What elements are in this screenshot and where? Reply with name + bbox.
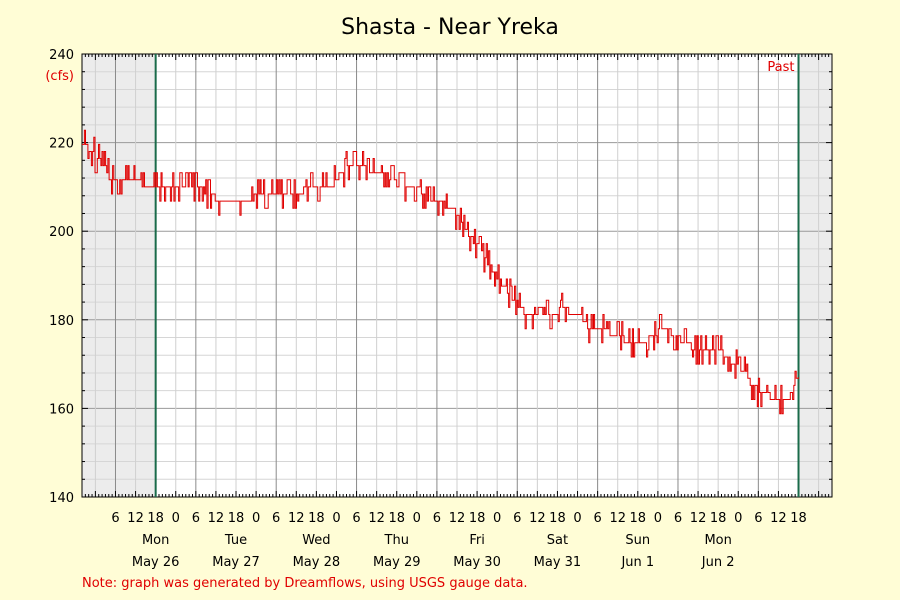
x-day-date: May 30: [453, 555, 501, 570]
x-tick-label: 18: [549, 511, 566, 526]
y-axis-label: (cfs): [45, 69, 74, 84]
x-tick-label: 6: [674, 511, 682, 526]
x-tick-label: 0: [654, 511, 662, 526]
x-day-weekday: Thu: [384, 533, 409, 548]
x-tick-label: 12: [288, 511, 305, 526]
y-tick-label: 180: [49, 314, 74, 329]
x-tick-label: 18: [630, 511, 647, 526]
x-day-date: May 28: [293, 555, 341, 570]
x-tick-label: 12: [449, 511, 466, 526]
x-tick-label: 18: [469, 511, 486, 526]
x-tick-label: 0: [573, 511, 581, 526]
x-day-date: May 27: [212, 555, 260, 570]
x-tick-label: 6: [433, 511, 441, 526]
shade-right: [798, 54, 832, 497]
x-tick-label: 18: [228, 511, 245, 526]
x-tick-label: 0: [332, 511, 340, 526]
x-tick-label: 6: [272, 511, 280, 526]
x-tick-label: 6: [593, 511, 601, 526]
x-tick-label: 12: [690, 511, 707, 526]
x-tick-label: 6: [111, 511, 119, 526]
x-day-weekday: Mon: [704, 533, 731, 548]
x-tick-label: 12: [208, 511, 225, 526]
x-day-weekday: Tue: [224, 533, 247, 548]
series-line-flow: [82, 129, 799, 415]
x-tick-label: 18: [308, 511, 325, 526]
shade-left: [82, 54, 156, 497]
x-tick-label: 12: [770, 511, 787, 526]
y-tick-label: 240: [49, 48, 74, 63]
x-tick-label: 6: [513, 511, 521, 526]
x-day-weekday: Sat: [547, 533, 568, 548]
x-day-date: May 26: [132, 555, 180, 570]
x-day-date: May 29: [373, 555, 421, 570]
x-tick-label: 18: [147, 511, 164, 526]
chart-note: Note: graph was generated by Dreamflows,…: [82, 576, 528, 591]
x-tick-label: 0: [172, 511, 180, 526]
x-tick-label: 18: [710, 511, 727, 526]
x-tick-label: 6: [352, 511, 360, 526]
x-day-weekday: Sun: [625, 533, 650, 548]
y-tick-label: 220: [49, 137, 74, 152]
x-tick-label: 12: [609, 511, 626, 526]
x-day-date: Jun 1: [620, 555, 654, 570]
x-day-weekday: Mon: [142, 533, 169, 548]
x-tick-label: 0: [734, 511, 742, 526]
y-tick-label: 200: [49, 225, 74, 240]
x-tick-label: 0: [493, 511, 501, 526]
x-day-date: May 31: [534, 555, 582, 570]
chart-title: Shasta - Near Yreka: [341, 15, 559, 40]
x-tick-label: 6: [754, 511, 762, 526]
x-tick-label: 0: [413, 511, 421, 526]
x-tick-label: 0: [252, 511, 260, 526]
y-tick-label: 140: [49, 491, 74, 506]
x-tick-label: 12: [368, 511, 385, 526]
x-tick-label: 18: [790, 511, 807, 526]
x-day-weekday: Fri: [469, 533, 485, 548]
x-tick-label: 12: [529, 511, 546, 526]
x-day-date: Jun 2: [701, 555, 735, 570]
past-label: Past: [767, 60, 794, 75]
x-tick-label: 18: [388, 511, 405, 526]
x-tick-label: 12: [127, 511, 144, 526]
y-tick-label: 160: [49, 402, 74, 417]
x-tick-label: 6: [192, 511, 200, 526]
x-day-weekday: Wed: [302, 533, 330, 548]
